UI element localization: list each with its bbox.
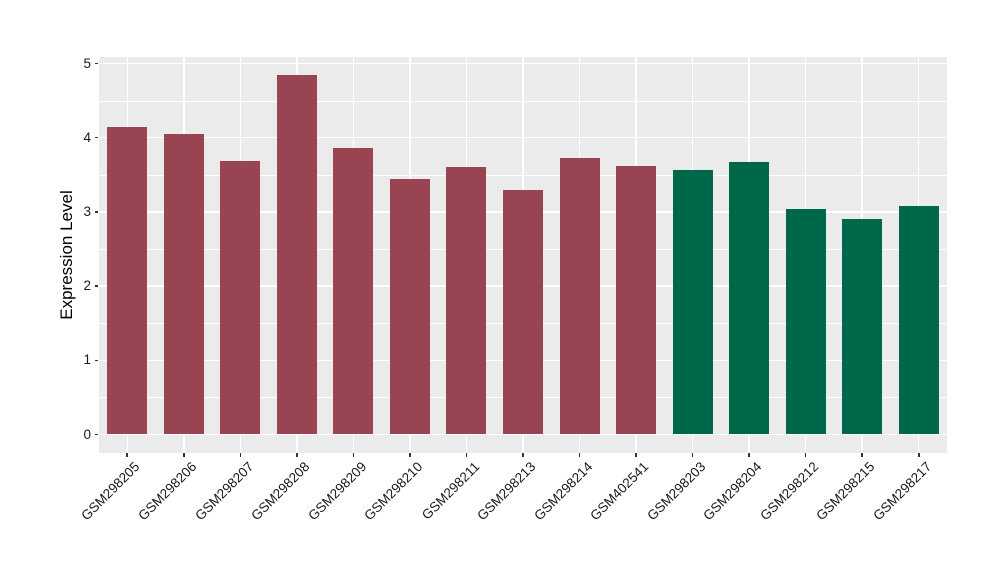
- x-tick-label: GSM402541: [587, 459, 652, 524]
- x-tick-label: GSM298210: [361, 459, 426, 524]
- bar-GSM298203: [672, 169, 713, 435]
- y-tick-label: 0: [83, 426, 91, 442]
- y-tick-mark: [94, 211, 98, 213]
- x-tick-mark: [861, 453, 863, 457]
- y-tick-mark: [94, 136, 98, 139]
- x-tick-mark: [126, 453, 129, 457]
- x-tick-mark: [409, 453, 411, 457]
- x-tick-label: GSM298217: [870, 459, 935, 524]
- x-tick-label: GSM298206: [135, 459, 200, 524]
- y-tick-mark: [94, 62, 98, 65]
- bar-GSM298215: [842, 218, 883, 435]
- x-tick-mark: [239, 453, 242, 457]
- y-tick-mark: [94, 285, 98, 287]
- x-tick-mark: [522, 453, 524, 457]
- x-tick-label: GSM298204: [700, 459, 765, 524]
- x-tick-label: GSM298209: [304, 459, 370, 524]
- bar-GSM298205: [107, 126, 148, 435]
- bar-GSM298211: [446, 167, 487, 435]
- x-tick-mark: [578, 453, 581, 457]
- y-tick-label: 5: [83, 55, 91, 71]
- bar-GSM298204: [729, 162, 770, 435]
- x-tick-label: GSM298215: [813, 459, 878, 524]
- x-tick-mark: [804, 453, 807, 457]
- bar-GSM402541: [616, 165, 657, 435]
- bar-GSM298212: [785, 208, 826, 435]
- y-tick-label: 3: [83, 203, 91, 219]
- x-tick-label: GSM298205: [78, 459, 143, 524]
- y-tick-label: 4: [83, 129, 91, 145]
- bar-GSM298217: [898, 205, 939, 435]
- bar-GSM298213: [503, 189, 543, 435]
- x-tick-mark: [183, 453, 185, 457]
- bar-GSM298208: [276, 75, 317, 435]
- bar-GSM298209: [333, 148, 374, 435]
- x-tick-mark: [748, 453, 750, 457]
- x-tick-label: GSM298207: [191, 459, 256, 524]
- x-tick-mark: [917, 453, 920, 457]
- x-tick-label: GSM298214: [530, 459, 596, 524]
- y-tick-label: 2: [83, 278, 91, 294]
- x-tick-label: GSM298213: [474, 459, 539, 524]
- x-tick-label: GSM298212: [757, 459, 822, 524]
- x-tick-mark: [465, 453, 468, 457]
- x-tick-mark: [352, 453, 355, 457]
- bar-GSM298207: [220, 161, 261, 435]
- plot-panel: [99, 57, 947, 453]
- y-tick-mark: [94, 433, 98, 436]
- x-tick-mark: [635, 453, 637, 457]
- x-tick-mark: [296, 453, 298, 457]
- y-tick-label: 1: [83, 352, 91, 368]
- bar-GSM298206: [163, 133, 204, 435]
- bar-GSM298214: [559, 157, 600, 435]
- x-tick-mark: [691, 453, 694, 457]
- x-tick-label: GSM298211: [418, 459, 483, 523]
- bar-GSM298210: [389, 179, 430, 435]
- x-tick-label: GSM298203: [644, 459, 709, 524]
- y-tick-mark: [94, 359, 98, 362]
- x-tick-label: GSM298208: [248, 459, 313, 524]
